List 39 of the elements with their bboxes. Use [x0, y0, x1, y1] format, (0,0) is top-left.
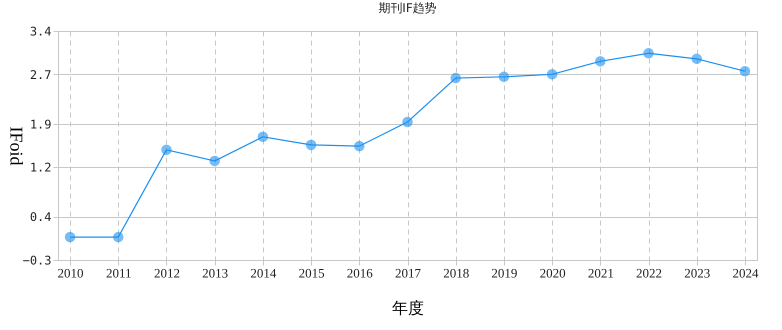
point [402, 116, 413, 128]
point [209, 156, 220, 166]
point [354, 140, 365, 152]
point [161, 144, 172, 156]
point [450, 72, 461, 84]
y-tick-label: 3.4 [30, 24, 52, 38]
y-tick-label: 1.9 [30, 117, 52, 132]
point [546, 69, 558, 80]
x-tick-label: 2023 [684, 266, 710, 280]
y-tick-label: 2.7 [30, 68, 52, 82]
y-axis-title: IFoid [6, 126, 27, 166]
x-tick-label: 2024 [732, 266, 759, 280]
y-tick-label: 0.4 [30, 210, 52, 224]
x-tick-label: 2019 [491, 266, 518, 280]
y-tick-label: −0.3 [22, 254, 52, 268]
y-tick-label: 1.2 [30, 160, 52, 175]
x-tick-label: 2016 [346, 266, 374, 280]
point [113, 232, 124, 242]
x-tick-label: 2014 [250, 266, 277, 280]
x-tick-label: 2020 [540, 266, 566, 280]
point [64, 232, 76, 242]
point [258, 132, 268, 142]
x-tick-label: 2015 [298, 266, 325, 280]
x-tick-label: 2021 [588, 266, 614, 280]
x-tick-label: 2010 [58, 266, 84, 280]
x-tick-label: 2011 [106, 266, 132, 280]
point [498, 72, 510, 82]
x-tick-label: 2022 [636, 266, 662, 280]
x-tick-label: 2018 [443, 266, 470, 280]
point [595, 56, 606, 67]
point [740, 66, 750, 76]
point [643, 48, 654, 59]
x-axis-title: 年度 [392, 298, 424, 318]
x-tick-label: 2012 [154, 266, 180, 280]
x-tick-label: 2013 [202, 266, 228, 280]
x-tick-label: 2017 [395, 266, 422, 280]
point [306, 140, 316, 150]
point [691, 54, 702, 64]
chart-title: 期刊IF趋势 [378, 1, 437, 15]
